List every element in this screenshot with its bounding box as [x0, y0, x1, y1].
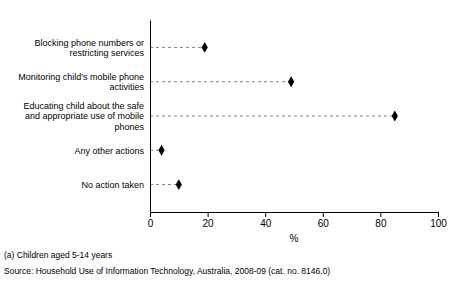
tick: No action taken [81, 180, 150, 190]
tick-mark [438, 212, 439, 217]
marker [392, 111, 398, 122]
tick-label: 60 [318, 218, 330, 229]
axis-line [151, 212, 439, 213]
label-line: restricting services [69, 48, 144, 58]
label-line: Educating child about the safe [23, 101, 144, 111]
tick: Any other actions [74, 146, 150, 156]
tick-mark [208, 212, 209, 217]
plot: 0 20 40 60 80 100 Blocking phone numbers orres… [18, 21, 447, 230]
marker [288, 76, 294, 87]
chart: 0 20 40 60 80 100 Blocking phone numbers orres… [0, 0, 454, 283]
connector [150, 116, 395, 117]
tick-label: 100 [430, 218, 447, 229]
tick: 80 [375, 212, 387, 229]
tick-mark [265, 212, 266, 217]
category-label: Monitoring child's mobile phoneactivitie… [18, 72, 144, 92]
y-axis: Blocking phone numbers orrestricting ser… [18, 21, 150, 213]
tick: 20 [203, 212, 215, 229]
tick: Monitoring child's mobile phoneactivitie… [18, 72, 150, 92]
label-line: Blocking phone numbers or [34, 38, 144, 48]
tick: Educating child about the safeand approp… [23, 101, 150, 132]
footnote: (a) Children aged 5-14 years [4, 250, 112, 260]
tick-label: 20 [203, 218, 215, 229]
axis-line [150, 21, 151, 213]
x-axis: 0 20 40 60 80 100 [148, 212, 448, 229]
label-line: activities [109, 82, 144, 92]
tick-mark [323, 212, 324, 217]
tick-mark [150, 212, 151, 217]
marker [176, 179, 182, 190]
category-label: Any other actions [74, 146, 144, 156]
label-line: No action taken [81, 180, 144, 190]
tick: 60 [318, 212, 330, 229]
tick: 0 [148, 212, 154, 229]
connector [150, 184, 179, 185]
tick-label: 40 [260, 218, 272, 229]
label-line: phones [114, 122, 144, 132]
tick: 100 [430, 212, 447, 229]
tick: 40 [260, 212, 272, 229]
tick: Blocking phone numbers orrestricting ser… [34, 38, 150, 58]
x-axis-title: % [290, 233, 299, 244]
tick-label: 0 [148, 218, 154, 229]
tick-label: 80 [375, 218, 387, 229]
footnote: Source: Household Use of Information Tec… [4, 266, 330, 276]
connector [150, 81, 291, 82]
marker [202, 42, 208, 53]
label-line: Any other actions [74, 146, 144, 156]
category-label: Educating child about the safeand approp… [23, 101, 144, 132]
tick-mark [380, 212, 381, 217]
category-label: Blocking phone numbers orrestricting ser… [34, 38, 144, 58]
label-line: Monitoring child's mobile phone [18, 72, 144, 82]
category-label: No action taken [81, 180, 144, 190]
label-line: and appropriate use of mobile [25, 111, 144, 121]
marker [158, 145, 164, 156]
connector [150, 47, 205, 48]
marks [150, 42, 398, 190]
